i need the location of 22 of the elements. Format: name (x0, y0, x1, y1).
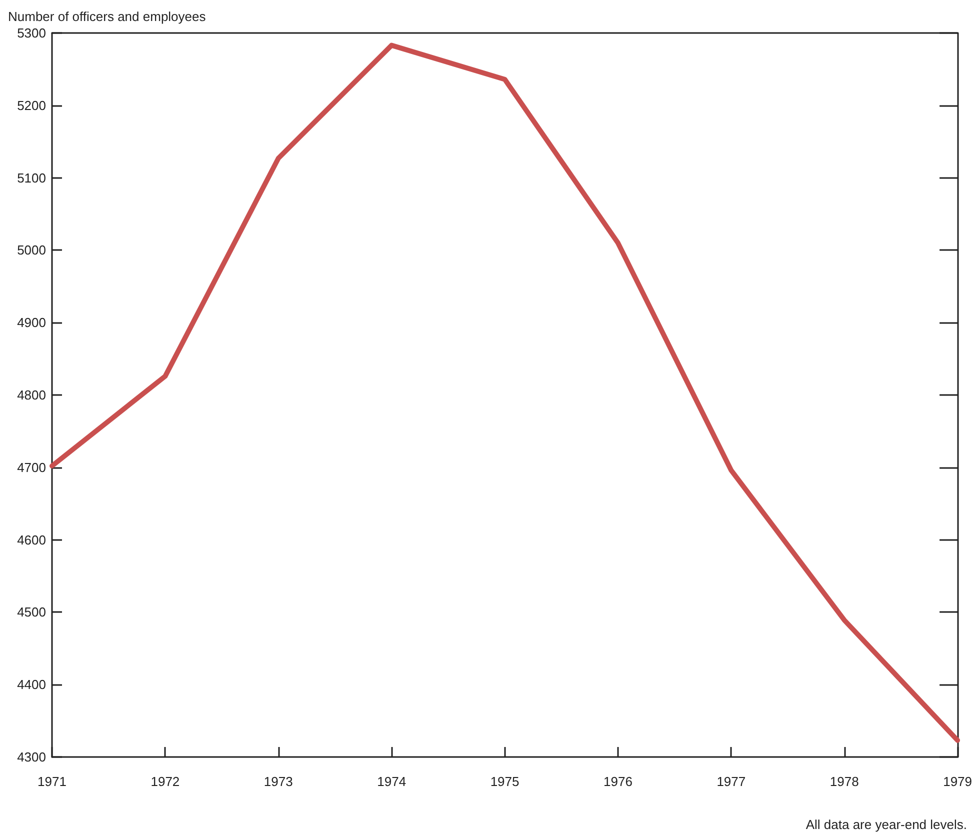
y-axis-title: Number of officers and employees (8, 9, 206, 24)
y-tick-label: 5000 (17, 242, 46, 258)
y-tick-label: 5300 (17, 26, 46, 40)
y-tick-label: 4900 (17, 315, 46, 330)
x-tick-label: 1972 (150, 774, 180, 789)
y-tick-label: 5200 (17, 98, 46, 113)
y-tick-label: 4600 (17, 532, 46, 548)
x-tick-label: 1979 (943, 774, 972, 789)
y-tick-label: 4300 (17, 750, 46, 764)
x-tick-label: 1971 (38, 774, 66, 789)
x-tick-label: 1977 (716, 774, 746, 789)
x-tick-label: 1973 (264, 774, 293, 789)
y-tick-label: 4700 (17, 460, 46, 475)
text: All data are year-end levels. (806, 817, 968, 832)
y-tick-label: 4800 (17, 388, 46, 402)
y-tick-label: 4400 (17, 677, 46, 692)
x-tick-label: 1978 (830, 774, 859, 789)
y-tick-label: 4500 (17, 604, 46, 620)
x-tick-label: 1976 (604, 774, 632, 789)
y-tick-label: 5100 (17, 170, 46, 186)
x-tick-label: 1975 (490, 774, 520, 789)
x-tick-label: 1974 (377, 774, 406, 789)
